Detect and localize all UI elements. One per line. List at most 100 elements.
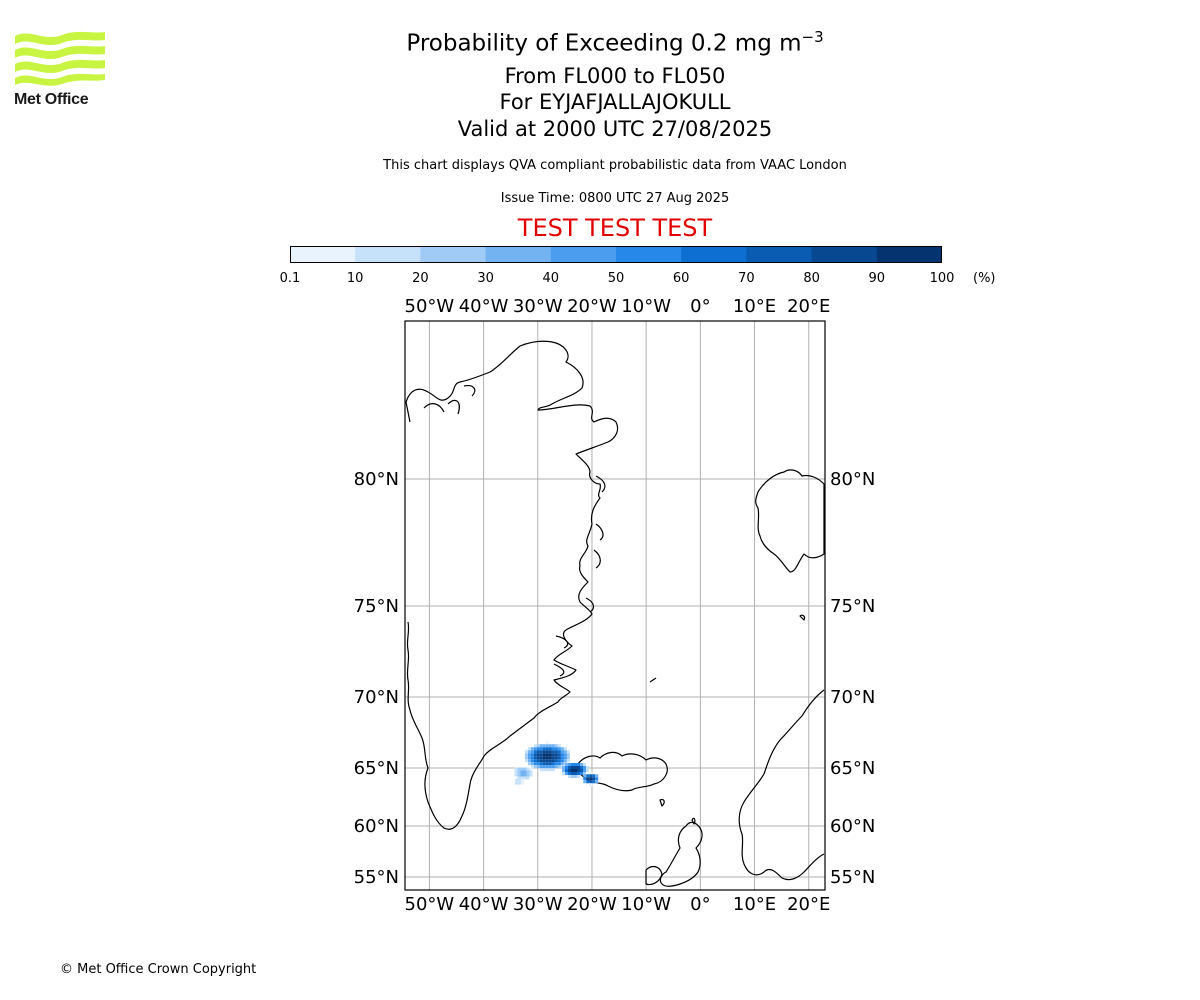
plume-cell [583, 766, 586, 769]
plume-cell [523, 767, 527, 771]
plume-cell [571, 763, 574, 766]
plume-cell [586, 774, 590, 778]
longitude-label: 20°W [567, 894, 617, 915]
plume-cell [554, 753, 558, 757]
plume-cell [530, 747, 534, 751]
plume-cell [563, 747, 567, 751]
colorbar-tick-label: 50 [607, 271, 625, 286]
plume-cell [548, 765, 552, 769]
plume-cell [530, 762, 534, 766]
plume-cell [545, 753, 549, 757]
plume-cell [548, 768, 552, 772]
plume-cell [548, 750, 552, 754]
plume-cell [571, 766, 574, 769]
plume-cell [551, 768, 555, 772]
plume-cell [562, 772, 565, 775]
plume-cell [529, 773, 533, 777]
colorbar-segment [485, 246, 552, 263]
plume-cell [517, 776, 521, 780]
plume-cell [542, 765, 546, 769]
plume-cell [560, 759, 564, 763]
plume-cell [514, 773, 518, 777]
plume-cell [542, 750, 546, 754]
plume-cell [563, 750, 567, 754]
plume-cell [517, 770, 521, 774]
longitude-label: 10°W [621, 894, 671, 915]
plume-cell [562, 769, 565, 772]
plume-cell [523, 770, 527, 774]
met-office-logo-icon [15, 31, 105, 86]
plume-cell [560, 747, 564, 751]
colorbar-tick-label: 20 [412, 271, 429, 286]
plume-cell [574, 763, 577, 766]
colorbar-unit: (%) [973, 271, 996, 286]
longitude-label: 40°W [459, 296, 509, 317]
plume-cell [586, 777, 590, 781]
plume-cell [568, 766, 571, 769]
plume-cell [574, 772, 577, 775]
plume-cell [551, 744, 555, 748]
plume-cell [557, 744, 561, 748]
plume-cell [565, 763, 568, 766]
longitude-label: 20°E [787, 894, 830, 915]
plume-cell [595, 780, 599, 784]
plume-cell [536, 744, 540, 748]
colorbar-tick-label: 30 [477, 271, 494, 286]
logo-wordmark: Met Office [14, 91, 89, 108]
plume-cell [565, 766, 568, 769]
colorbar-segment [876, 246, 942, 263]
plume-cell [542, 762, 546, 766]
plume-cell [545, 750, 549, 754]
plume-cell [542, 744, 546, 748]
plume-cell [568, 763, 571, 766]
plume-cell [598, 777, 602, 781]
plume-cell [523, 773, 527, 777]
colorbar-segment [550, 246, 617, 263]
colorbar-segment [681, 246, 747, 263]
longitude-label: 50°W [405, 296, 455, 317]
plume-cell [548, 747, 552, 751]
plume-cell [533, 765, 537, 769]
colorbar-tick-label: 10 [346, 271, 364, 286]
plume-cell [551, 762, 555, 766]
great-britain-coastline [659, 821, 703, 887]
latitude-labels-left: 80°N 75°N 70°N 65°N 60°N 55°N [354, 469, 399, 888]
plume-cell [526, 773, 530, 777]
plume-cell [551, 759, 555, 763]
plume-cell [539, 765, 543, 769]
plume-cell [539, 753, 543, 757]
plume-cell [592, 777, 596, 781]
colorbar-tick-label: 90 [868, 271, 886, 286]
plume-cell [571, 772, 574, 775]
plume-cell [580, 772, 583, 775]
plume-cell [520, 767, 524, 771]
plume-cell [518, 781, 522, 785]
plume-cell [595, 777, 599, 781]
plume-cell [518, 778, 522, 782]
plume-cell [580, 769, 583, 772]
plume-cell [583, 777, 587, 781]
plume-cell [589, 777, 593, 781]
plume-cell [517, 773, 521, 777]
colorbar-segment [616, 246, 682, 263]
colorbar-tick-label: 40 [542, 271, 560, 286]
longitude-label: 10°W [621, 296, 671, 317]
plume-cell [539, 750, 543, 754]
colorbar-tick-label: 60 [672, 271, 690, 286]
plume-cell [554, 756, 558, 760]
plume-cell [527, 759, 531, 763]
plume-cell [574, 766, 577, 769]
plume-cell [565, 772, 568, 775]
plume-cell [580, 777, 584, 781]
plume-cell [533, 750, 537, 754]
title-superscript: −3 [801, 28, 824, 46]
copyright-notice: © Met Office Crown Copyright [60, 962, 257, 977]
colorbar-segment [355, 246, 421, 263]
plume-cell [536, 759, 540, 763]
plume-cell [574, 769, 577, 772]
plume-cell [524, 753, 528, 757]
latitude-label: 70°N [830, 687, 875, 708]
plume-cell [563, 756, 567, 760]
plume-cell [539, 756, 543, 760]
jan-mayen-coastline [649, 677, 657, 683]
